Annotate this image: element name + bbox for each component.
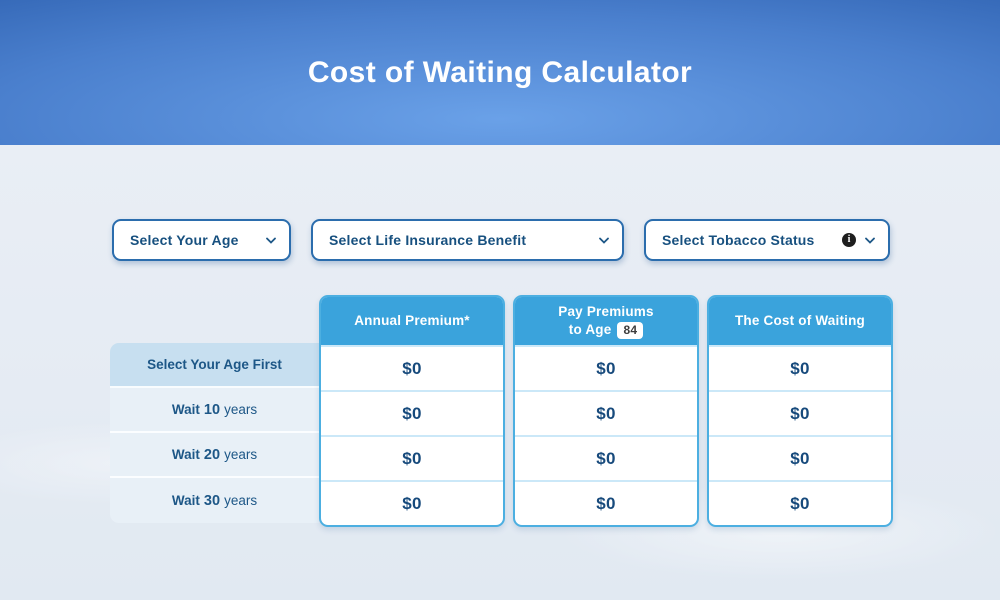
column-title: The Cost of Waiting bbox=[734, 312, 866, 328]
column-title-line2: to Age bbox=[568, 322, 612, 337]
page-title: Cost of Waiting Calculator bbox=[307, 55, 693, 89]
chevron-down-icon bbox=[865, 237, 875, 244]
column-cost-of-waiting: The Cost of Waiting $0 $0 $0 $0 bbox=[707, 295, 893, 527]
row-label-prefix: Wait bbox=[171, 493, 200, 508]
benefit-select-dropdown[interactable]: Select Life Insurance Benefit bbox=[311, 219, 624, 261]
cell-value: $0 bbox=[790, 493, 810, 513]
row-labels-column: Select Your Age First Wait 10 years Wait… bbox=[110, 343, 319, 523]
benefit-select-label: Select Life Insurance Benefit bbox=[329, 232, 527, 248]
cell-pay-premiums-row-3: $0 bbox=[515, 480, 697, 525]
row-label-select-age-first: Select Your Age First bbox=[110, 343, 319, 388]
tobacco-select-dropdown[interactable]: Select Tobacco Status i bbox=[644, 219, 890, 261]
column-title: Annual Premium* bbox=[354, 312, 470, 328]
column-annual-premium: Annual Premium* $0 $0 $0 $0 bbox=[319, 295, 505, 527]
cell-value: $0 bbox=[790, 403, 810, 423]
row-label-prefix: Wait bbox=[171, 447, 200, 462]
row-label-suffix: years bbox=[224, 447, 258, 462]
cell-value: $0 bbox=[596, 358, 616, 378]
cell-annual-premium-row-2: $0 bbox=[321, 435, 503, 480]
cell-cost-of-waiting-row-3: $0 bbox=[709, 480, 891, 525]
cell-pay-premiums-row-1: $0 bbox=[515, 390, 697, 435]
cell-annual-premium-row-1: $0 bbox=[321, 390, 503, 435]
age-badge: 84 bbox=[617, 321, 644, 339]
row-label-suffix: years bbox=[224, 402, 258, 417]
cell-annual-premium-row-0: $0 bbox=[321, 345, 503, 390]
row-label-years-number: 20 bbox=[203, 446, 221, 463]
age-select-label: Select Your Age bbox=[130, 232, 239, 248]
cell-value: $0 bbox=[790, 448, 810, 468]
cell-value: $0 bbox=[402, 403, 422, 423]
cell-value: $0 bbox=[402, 493, 422, 513]
column-header-pay-premiums: Pay Premiums to Age 84 bbox=[515, 297, 697, 345]
cell-value: $0 bbox=[596, 403, 616, 423]
row-label-wait-30-years: Wait 30 years bbox=[110, 478, 319, 523]
row-label-text: Select Your Age First bbox=[147, 357, 282, 372]
age-select-dropdown[interactable]: Select Your Age bbox=[112, 219, 291, 261]
cell-value: $0 bbox=[402, 448, 422, 468]
row-label-years-number: 30 bbox=[203, 492, 221, 509]
cell-value: $0 bbox=[596, 448, 616, 468]
column-header-annual-premium: Annual Premium* bbox=[321, 297, 503, 345]
cell-pay-premiums-row-2: $0 bbox=[515, 435, 697, 480]
row-label-years-number: 10 bbox=[203, 401, 221, 418]
chevron-down-icon bbox=[266, 237, 276, 244]
cell-value: $0 bbox=[596, 493, 616, 513]
main-content: Select Your Age Select Life Insurance Be… bbox=[0, 145, 1000, 600]
column-pay-premiums: Pay Premiums to Age 84 $0 $0 $0 $0 bbox=[513, 295, 699, 527]
row-label-wait-10-years: Wait 10 years bbox=[110, 388, 319, 433]
chevron-down-icon bbox=[599, 237, 609, 244]
cell-cost-of-waiting-row-0: $0 bbox=[709, 345, 891, 390]
info-icon[interactable]: i bbox=[842, 233, 856, 247]
row-label-prefix: Wait bbox=[171, 402, 200, 417]
cell-pay-premiums-row-0: $0 bbox=[515, 345, 697, 390]
column-header-cost-of-waiting: The Cost of Waiting bbox=[709, 297, 891, 345]
row-label-wait-20-years: Wait 20 years bbox=[110, 433, 319, 478]
row-label-suffix: years bbox=[224, 493, 258, 508]
page-header: Cost of Waiting Calculator bbox=[0, 0, 1000, 145]
column-title-line1: Pay Premiums bbox=[558, 303, 654, 319]
cell-cost-of-waiting-row-1: $0 bbox=[709, 390, 891, 435]
cell-value: $0 bbox=[790, 358, 810, 378]
cell-annual-premium-row-3: $0 bbox=[321, 480, 503, 525]
tobacco-select-label: Select Tobacco Status bbox=[662, 232, 815, 248]
cell-cost-of-waiting-row-2: $0 bbox=[709, 435, 891, 480]
cell-value: $0 bbox=[402, 358, 422, 378]
